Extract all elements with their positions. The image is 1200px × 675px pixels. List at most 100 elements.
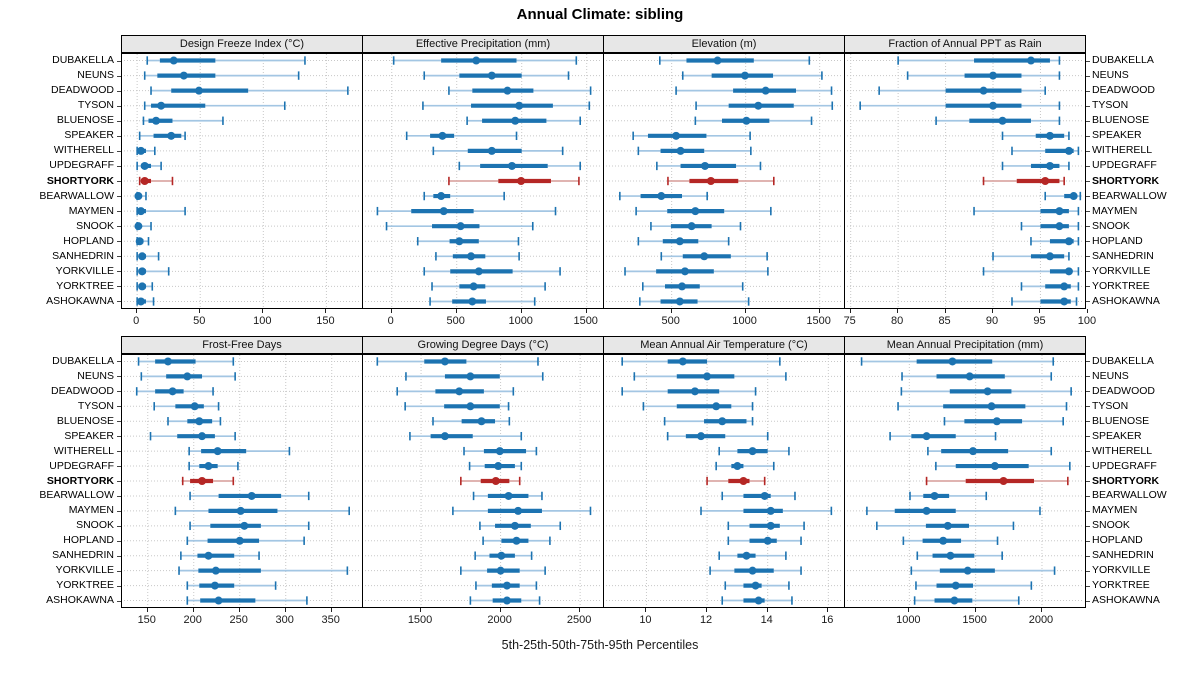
median-dot: [1069, 192, 1078, 201]
site-label-right-yorktree: YORKTREE: [1092, 579, 1150, 592]
median-dot: [979, 86, 988, 95]
median-dot: [198, 477, 207, 485]
median-dot: [675, 237, 684, 246]
percentile-row-snook: [650, 221, 742, 231]
percentile-row-yorktree: [724, 581, 790, 590]
strip-mean-annual-precipitation-mm: Mean Annual Precipitation (mm): [844, 336, 1086, 354]
percentile-row-ashokawna: [186, 596, 308, 605]
median-dot: [1055, 222, 1064, 231]
x-tick-label: 1000: [732, 315, 757, 327]
median-dot: [998, 116, 1007, 125]
median-dot: [989, 101, 998, 110]
percentile-row-updegraff: [1001, 161, 1070, 171]
percentile-row-witherell: [1011, 146, 1080, 156]
median-dot: [703, 372, 712, 381]
y-tick: [1086, 135, 1090, 137]
site-label-left-yorkville: YORKVILLE: [55, 564, 114, 577]
percentile-row-yorkville: [910, 566, 1056, 575]
panel-canvas: [606, 54, 842, 308]
percentile-row-dubakella: [392, 56, 578, 65]
percentile-row-updegraff: [468, 461, 523, 471]
median-dot: [134, 192, 143, 201]
y-tick: [117, 241, 121, 243]
site-label-left-sanhedrin: SANHEDRIN: [52, 249, 114, 262]
percentile-row-sanhedrin: [474, 551, 533, 560]
x-tick-label: 14: [760, 614, 773, 626]
median-dot: [190, 402, 199, 411]
y-tick: [1086, 226, 1090, 228]
panel-fraction-of-annual-ppt-as-rain: [844, 53, 1086, 309]
percentile-row-yorktree: [136, 282, 154, 291]
median-dot: [167, 131, 176, 140]
y-tick: [1086, 481, 1090, 482]
site-label-right-witherell: WITHERELL: [1092, 444, 1153, 457]
site-label-right-speaker: SPEAKER: [1092, 429, 1142, 442]
median-dot: [754, 101, 763, 110]
x-tick: [1039, 309, 1041, 313]
y-tick: [1086, 241, 1090, 243]
y-tick: [1086, 406, 1090, 408]
site-label-left-speaker: SPEAKER: [64, 129, 114, 142]
median-dot: [1045, 252, 1054, 261]
median-dot: [497, 551, 506, 560]
strip-title: Mean Annual Precipitation (mm): [886, 339, 1044, 351]
site-label-left-bluenose: BLUENOSE: [56, 114, 114, 127]
percentile-row-hopland: [727, 536, 802, 545]
y-tick: [117, 585, 121, 587]
median-dot: [140, 177, 149, 185]
percentile-row-yorkville: [178, 566, 349, 575]
y-tick: [1086, 60, 1090, 62]
percentile-row-dubakella: [659, 56, 811, 65]
site-label-left-shortyork: SHORTYORK: [46, 474, 114, 487]
percentile-row-yorktree: [915, 581, 1033, 590]
y-tick: [117, 150, 121, 152]
percentile-row-deadwood: [878, 86, 1047, 95]
y-tick: [117, 466, 121, 468]
panel-mean-annual-precipitation-mm: [844, 354, 1086, 608]
x-tick-label: 500: [661, 315, 680, 327]
y-tick: [1086, 75, 1090, 77]
median-dot: [510, 521, 519, 530]
y-tick: [1086, 391, 1090, 393]
median-dot: [507, 161, 516, 170]
median-dot: [657, 192, 666, 201]
percentile-row-neuns: [143, 71, 300, 80]
median-dot: [440, 432, 449, 441]
percentile-row-ashokawna: [136, 297, 155, 306]
percentile-row-snook: [1020, 221, 1080, 231]
percentile-row-maymen: [452, 506, 592, 516]
site-label-right-hopland: HOPLAND: [1092, 534, 1143, 547]
site-label-left-ashokawna: ASHOKAWNA: [46, 594, 114, 607]
y-tick: [117, 90, 121, 92]
y-tick: [117, 165, 121, 167]
percentile-row-speaker: [666, 431, 769, 441]
median-dot: [195, 417, 204, 426]
percentile-row-snook: [727, 521, 805, 531]
percentile-row-maymen: [376, 206, 557, 216]
median-dot: [691, 207, 700, 216]
median-dot: [135, 237, 144, 246]
percentile-row-speaker: [1001, 131, 1070, 141]
median-dot: [766, 521, 775, 530]
x-tick: [585, 309, 587, 313]
median-dot: [487, 146, 496, 155]
x-tick-label: 10: [639, 614, 652, 626]
percentile-row-yorktree: [1020, 282, 1080, 291]
panel-effective-precipitation-mm: [362, 53, 604, 309]
percentile-row-snook: [479, 521, 562, 531]
strip-title: Elevation (m): [691, 38, 757, 50]
percentile-row-shortyork: [181, 476, 235, 486]
panel-frost-free-days: [121, 354, 363, 608]
percentile-row-yorkville: [982, 267, 1080, 276]
y-tick: [1086, 451, 1090, 453]
site-label-left-maymen: MAYMEN: [68, 504, 114, 517]
median-dot: [503, 86, 512, 95]
median-dot: [455, 387, 464, 396]
x-tick: [849, 309, 851, 313]
percentile-row-speaker: [138, 131, 186, 141]
median-dot: [700, 161, 709, 170]
y-tick: [117, 600, 121, 602]
y-tick: [117, 391, 121, 393]
x-tick: [192, 608, 194, 612]
percentile-row-witherell: [432, 146, 564, 156]
